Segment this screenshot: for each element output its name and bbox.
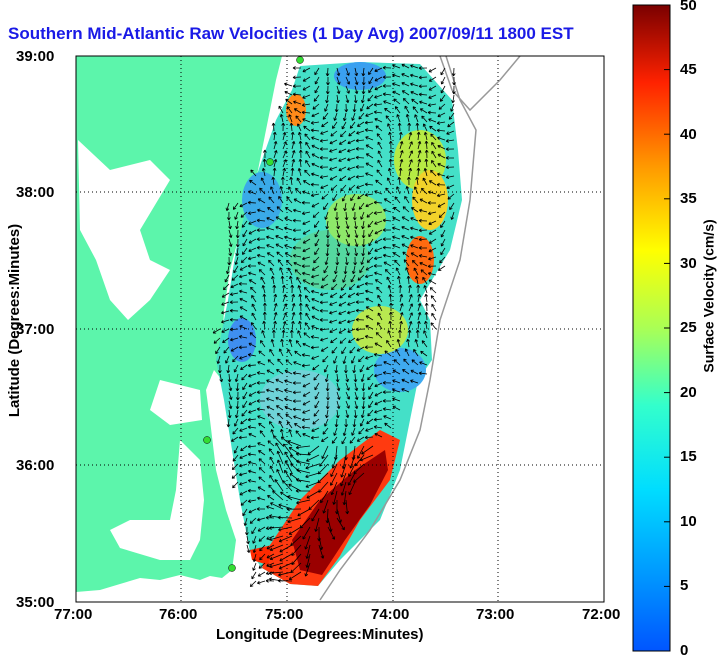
colorbar-label: Surface Velocity (cm/s)	[700, 219, 717, 373]
colorbar-tick: 35	[680, 190, 697, 207]
colorbar	[632, 4, 671, 652]
colorbar-tick: 45	[680, 61, 697, 78]
colorbar-tick: 40	[680, 126, 697, 143]
y-tick: 36:00	[16, 457, 55, 474]
colorbar-tick: 25	[680, 319, 697, 336]
y-tick: 37:00	[16, 321, 55, 338]
colorbar-tick: 5	[680, 577, 689, 594]
colorbar-tick: 50	[680, 0, 697, 14]
colorbar-tick: 15	[680, 448, 697, 465]
colorbar-tick: 10	[680, 513, 697, 530]
x-tick: 72:00	[582, 606, 621, 623]
y-axis-label: Latitude (Degrees:Minutes)	[6, 223, 24, 418]
plot-frame	[75, 55, 605, 603]
x-tick: 76:00	[159, 606, 198, 623]
x-axis-label: Longitude (Degrees:Minutes)	[216, 626, 424, 643]
map-title: Southern Mid-Atlantic Raw Velocities (1 …	[8, 24, 574, 43]
y-tick: 39:00	[16, 48, 55, 65]
colorbar-tick: 0	[680, 642, 689, 659]
y-tick: 38:00	[16, 184, 55, 201]
x-tick: 73:00	[476, 606, 515, 623]
colorbar-tick: 20	[680, 384, 697, 401]
x-tick: 74:00	[371, 606, 410, 623]
x-tick: 77:00	[54, 606, 93, 623]
x-tick: 75:00	[265, 606, 304, 623]
colorbar-tick: 30	[680, 255, 697, 272]
y-tick: 35:00	[16, 594, 55, 611]
